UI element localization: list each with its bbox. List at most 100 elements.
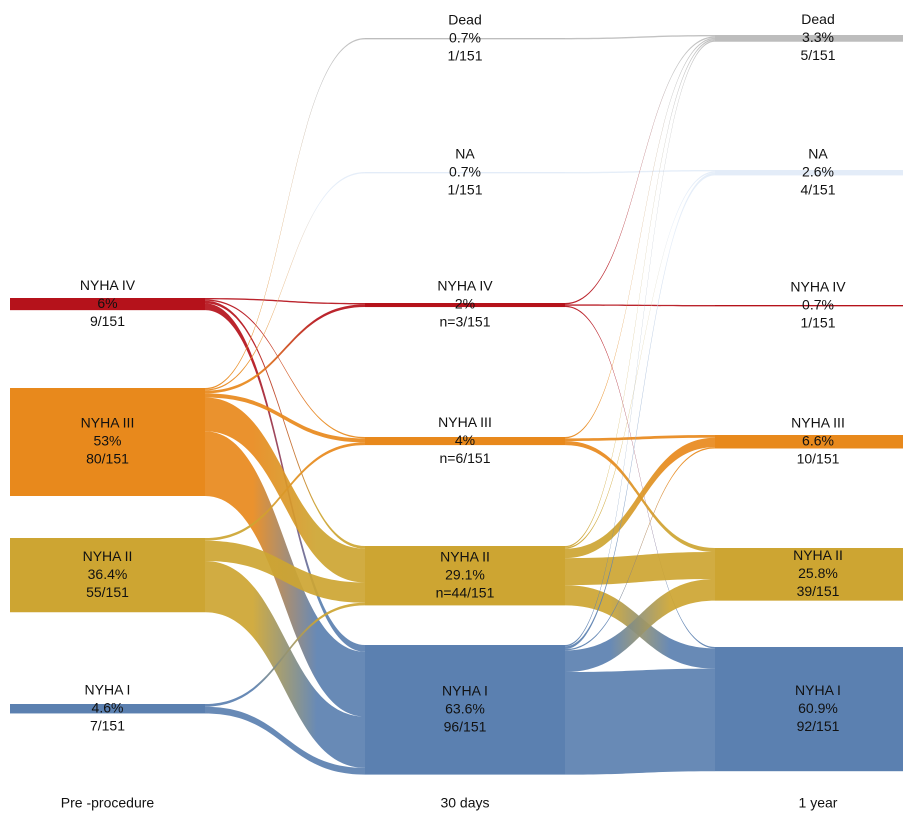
node-value-label: 2%: [455, 296, 475, 312]
node-name: NYHA I: [795, 682, 841, 698]
nodes: [10, 35, 903, 775]
node-name: Dead: [448, 11, 481, 27]
node: [715, 170, 903, 176]
node: [365, 645, 565, 775]
node-name: NYHA IV: [80, 277, 136, 293]
node-value-label: 39/151: [797, 583, 840, 599]
flow: [565, 435, 715, 442]
node-name: Dead: [801, 11, 834, 27]
node-value-label: 0.7%: [802, 296, 834, 312]
node-value-label: 60.9%: [798, 700, 838, 716]
stage-label: 30 days: [440, 795, 489, 811]
node-value-label: 25.8%: [798, 565, 838, 581]
node: [10, 298, 205, 311]
stage-label: Pre -procedure: [61, 795, 155, 811]
node-value-label: 1/151: [447, 181, 482, 197]
node-value-label: 5/151: [800, 47, 835, 63]
flow: [565, 40, 715, 647]
node-value-label: 9/151: [90, 313, 125, 329]
node: [365, 437, 565, 446]
flow: [205, 706, 365, 775]
node-value-label: 1/151: [800, 314, 835, 330]
flow: [565, 304, 715, 307]
node-value-label: 63.6%: [445, 701, 485, 717]
node-name: NYHA III: [438, 414, 492, 430]
node-name: NA: [808, 145, 828, 161]
links: [205, 35, 715, 775]
flow: [565, 36, 715, 305]
node-name: NYHA IV: [790, 278, 846, 294]
flow: [205, 304, 365, 394]
node: [10, 704, 205, 714]
flow: [205, 38, 365, 390]
flow: [565, 552, 715, 586]
flow: [205, 300, 365, 549]
flow: [565, 170, 715, 174]
node: [365, 303, 565, 308]
flow: [205, 442, 365, 541]
flow: [205, 602, 365, 707]
flow: [205, 299, 365, 439]
node-name: NYHA II: [793, 547, 843, 563]
flow: [565, 37, 715, 439]
node: [10, 388, 205, 496]
node: [365, 546, 565, 606]
node-value-label: 6.6%: [802, 432, 834, 448]
node-value-label: 7/151: [90, 717, 125, 733]
node: [715, 35, 903, 42]
node-name: NYHA IV: [437, 278, 493, 294]
node-value-label: n=3/151: [440, 314, 491, 330]
node-value-label: 0.7%: [449, 163, 481, 179]
node-value-label: n=6/151: [440, 450, 491, 466]
node: [10, 538, 205, 613]
node-value-label: 36.4%: [88, 566, 128, 582]
flow: [205, 397, 365, 583]
node-name: NYHA II: [440, 548, 490, 564]
node-value-label: 80/151: [86, 451, 129, 467]
node-value-label: 92/151: [797, 718, 840, 734]
flow: [565, 39, 715, 548]
flow: [565, 437, 715, 559]
flow: [565, 171, 715, 549]
node: [715, 548, 903, 601]
node-value-label: 53%: [93, 433, 121, 449]
flow: [565, 35, 715, 40]
flow: [205, 298, 365, 305]
node-name: NYHA II: [83, 548, 133, 564]
node-name: NYHA III: [81, 415, 135, 431]
node-value-label: 1/151: [447, 47, 482, 63]
node-value-label: 55/151: [86, 584, 129, 600]
flow: [205, 393, 365, 443]
node: [715, 647, 903, 772]
flow: [205, 172, 365, 391]
flow: [205, 560, 365, 768]
node: [715, 435, 903, 449]
flow: [565, 305, 715, 649]
node-value-label: 2.6%: [802, 163, 834, 179]
node-value-label: 4/151: [800, 181, 835, 197]
node: [365, 172, 565, 174]
node-name: NYHA I: [442, 683, 488, 699]
node-value-label: 4%: [455, 432, 475, 448]
node-value-label: 10/151: [797, 450, 840, 466]
flow: [205, 540, 365, 603]
node-value-label: n=44/151: [436, 584, 495, 600]
node-value-label: 29.1%: [445, 566, 485, 582]
node-value-label: 6%: [97, 295, 117, 311]
node: [715, 305, 903, 307]
flow: [565, 668, 715, 775]
node-value-label: 4.6%: [92, 699, 124, 715]
node-name: NYHA III: [791, 414, 845, 430]
node-value-label: 96/151: [444, 719, 487, 735]
stage-label: 1 year: [799, 795, 838, 811]
flow: [565, 172, 715, 650]
flow: [565, 447, 715, 651]
node-name: NA: [455, 145, 475, 161]
node-value-label: 0.7%: [449, 29, 481, 45]
node-name: NYHA I: [85, 681, 131, 697]
node: [365, 38, 565, 40]
flow: [565, 579, 715, 672]
node-value-label: 3.3%: [802, 29, 834, 45]
labels: NYHA IV 6% 9/151 NYHA III 53% 80/151 NYHA II 36…: [61, 11, 846, 811]
